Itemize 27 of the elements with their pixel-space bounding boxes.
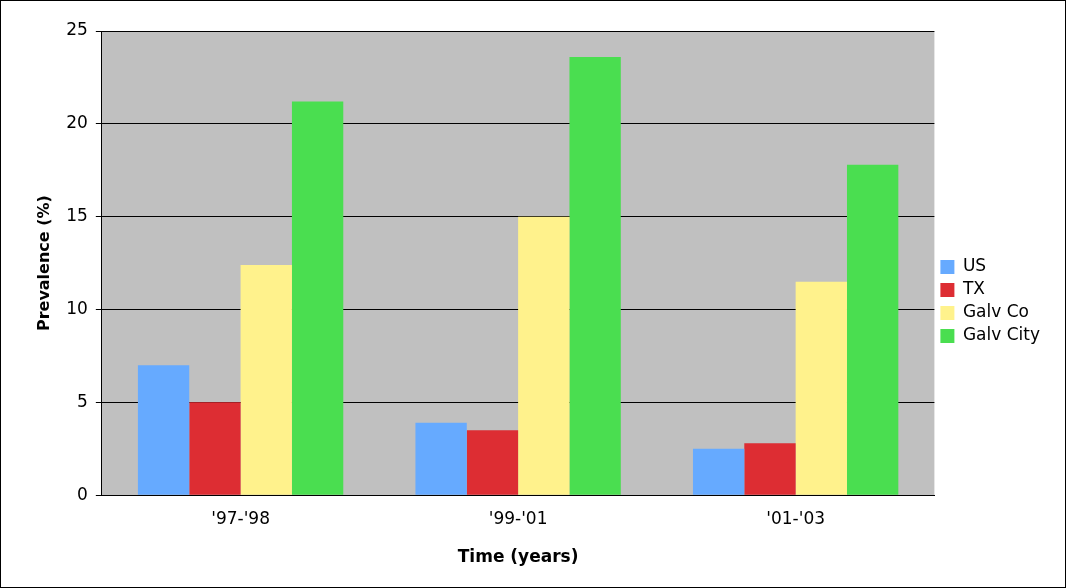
bar [240,264,292,495]
y-tick-label: 15 [66,205,88,226]
y-tick-label: 20 [66,112,88,133]
y-tick-label: 5 [77,390,88,411]
bar [569,57,621,495]
bar [744,443,796,495]
y-tick-label: 10 [66,297,88,318]
bar [518,216,570,495]
bar [466,430,519,495]
y-tick-label: 25 [66,19,88,40]
y-axis-title: Prevalence (%) [33,195,53,332]
legend-label: Galv Co [962,301,1029,322]
x-axis-title: Time (years) [457,546,579,567]
x-tick-label: '97-'98 [211,507,270,528]
bar [692,448,745,495]
bar [291,101,344,495]
bar [137,365,190,495]
y-tick-label: 0 [77,483,88,504]
bar [846,164,899,495]
x-tick-label: '99-'01 [488,507,548,528]
bar [189,402,241,495]
x-tick-label: '01-'03 [766,507,826,528]
bar [795,281,847,495]
bar [415,422,467,495]
legend-label: US [962,255,987,276]
legend-label: Galv City [962,324,1041,345]
legend-label: TX [961,278,986,299]
